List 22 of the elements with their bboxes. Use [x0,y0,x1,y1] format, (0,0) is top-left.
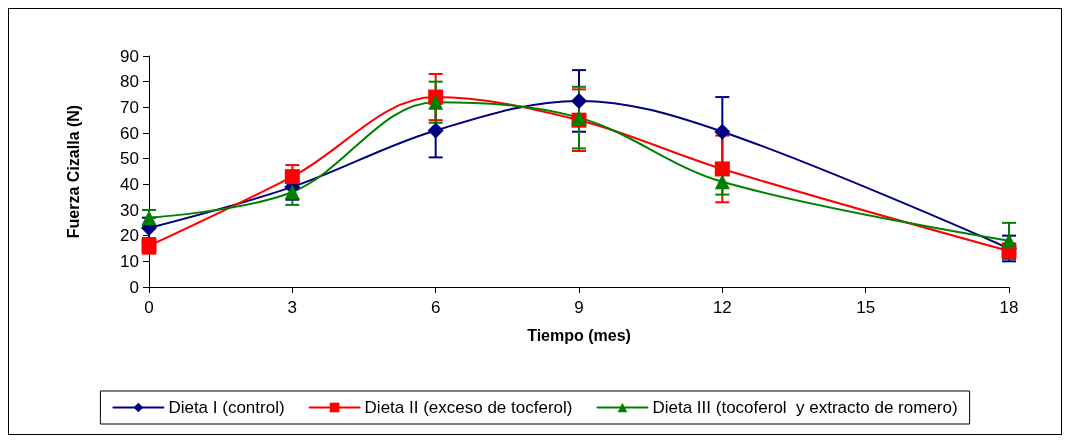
y-tick-label: 30 [120,200,139,220]
y-tick-label: 80 [120,72,139,92]
y-axis-title: Fuerza Cizalla (N) [64,104,82,239]
legend-label: Dieta II (exceso de tocferol) [364,398,573,417]
y-tick-label: 70 [120,97,139,117]
x-tick-label: 12 [712,298,732,317]
y-tick-label: 90 [120,46,139,66]
y-tick-label: 40 [120,174,139,194]
legend-label: Dieta I (control) [168,398,285,417]
legend-label: Dieta III (tocoferol y extracto de romero) [652,398,958,417]
y-tick-label: 10 [120,251,139,271]
y-tick-label: 20 [120,226,139,246]
y-tick-label: 60 [120,123,139,143]
x-tick-label: 9 [574,298,584,317]
y-tick-label: 0 [129,277,139,297]
x-tick-label: 3 [287,298,298,317]
x-tick-label: 15 [856,298,876,317]
x-axis-title: Tiempo (mes) [527,326,631,344]
x-tick-label: 0 [144,298,154,317]
x-tick-label: 6 [430,298,441,317]
x-tick-label: 18 [999,298,1019,317]
y-tick-label: 50 [120,149,139,169]
